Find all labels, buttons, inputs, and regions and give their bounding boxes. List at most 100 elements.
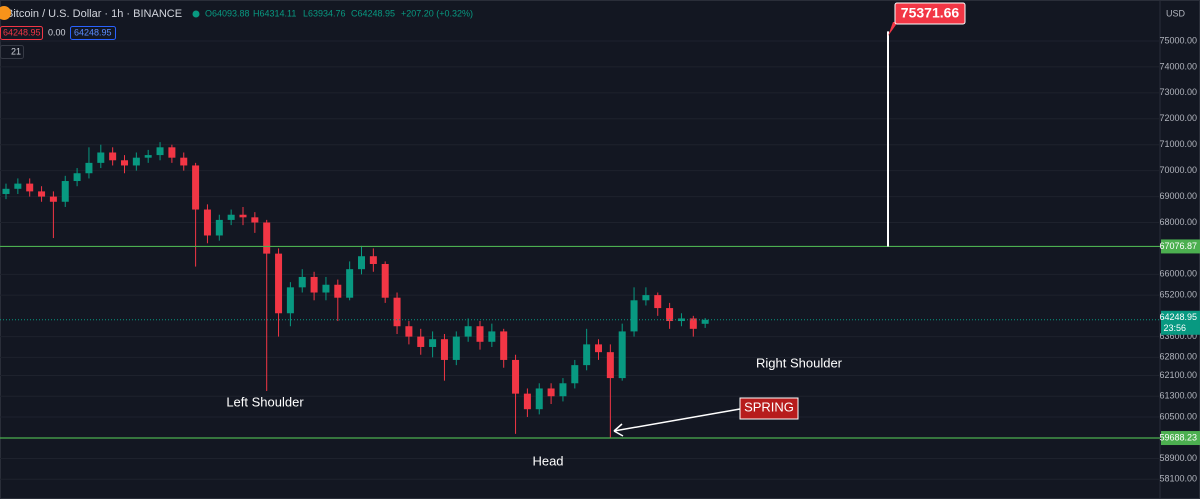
annotation: Left Shoulder	[226, 394, 304, 409]
level-box	[1161, 431, 1200, 446]
candle-body	[2, 188, 10, 194]
annotation: Right Shoulder	[756, 355, 843, 370]
candle-body	[642, 295, 650, 301]
candle-body	[405, 326, 413, 337]
spread: 0.00	[48, 27, 66, 37]
target-pointer	[888, 22, 898, 36]
buy-price: 64248.95	[74, 27, 112, 37]
candle-body	[476, 326, 484, 342]
ohlc-readout: +207.20 (+0.32%)	[401, 8, 473, 18]
y-tick-label: 69000.00	[1159, 191, 1197, 201]
candle-body	[180, 157, 188, 166]
candle-body	[618, 331, 626, 379]
candle-body	[512, 359, 520, 394]
candle-body	[523, 393, 531, 410]
candle-body	[381, 263, 389, 298]
candle-body	[97, 152, 105, 163]
sell-box[interactable]	[0, 26, 43, 40]
candle-body	[654, 295, 662, 309]
candle-body	[701, 319, 709, 324]
candle-body	[547, 388, 555, 397]
y-tick-label: 65200.00	[1159, 289, 1197, 299]
candle-body	[393, 297, 401, 327]
candle-body	[571, 365, 579, 384]
candle-body	[298, 276, 306, 288]
candle-body	[227, 214, 235, 220]
last-price-label: 64248.95	[1159, 312, 1197, 322]
y-tick-label: 63600.00	[1159, 331, 1197, 341]
y-tick-label: 75000.00	[1159, 35, 1197, 45]
candle-body	[500, 331, 508, 360]
chart-title: Bitcoin / U.S. Dollar · 1h · BINANCE	[6, 8, 182, 20]
candle-body	[606, 352, 614, 379]
level-label: 67076.87	[1159, 241, 1197, 251]
status-dot	[192, 10, 200, 18]
candle-body	[121, 160, 128, 166]
candle-body	[488, 331, 496, 342]
y-tick-label: 66000.00	[1159, 269, 1197, 279]
spring-arrowhead	[613, 423, 624, 437]
candle-body	[38, 191, 46, 197]
ohlc-readout: L63934.76	[303, 8, 346, 18]
candle-body	[192, 165, 200, 210]
countdown: 23:56	[1163, 323, 1186, 333]
candle-body	[156, 147, 164, 156]
target-label: 75371.66	[901, 5, 960, 21]
candle-body	[85, 162, 93, 174]
y-tick-label: 74000.00	[1159, 61, 1197, 71]
candle-body	[251, 217, 259, 223]
level-label: 59688.23	[1159, 432, 1197, 442]
y-tick-label: 72000.00	[1159, 113, 1197, 123]
candle-body	[334, 284, 342, 298]
level-box	[1161, 239, 1200, 254]
candle-body	[49, 196, 57, 202]
candle-body	[203, 209, 211, 236]
candle-body	[109, 152, 117, 161]
candle-body	[464, 326, 472, 337]
candle-body	[358, 256, 365, 270]
y-tick-label: 58100.00	[1159, 474, 1197, 484]
candle-body	[452, 336, 460, 360]
buy-box[interactable]	[70, 26, 116, 40]
ohlc-readout: O64093.88	[205, 8, 250, 18]
candle-body	[440, 339, 448, 360]
y-tick-label: 58900.00	[1159, 453, 1197, 463]
target-box	[894, 2, 966, 25]
indicator-label: 21	[11, 46, 21, 56]
y-tick-label: 68000.00	[1159, 217, 1197, 227]
candle-body	[583, 344, 591, 366]
axis-currency[interactable]: USD	[1166, 8, 1186, 18]
candle-body	[26, 183, 34, 192]
annotation: SPRING	[744, 399, 794, 414]
candle-body	[14, 183, 22, 189]
candle-body	[73, 173, 81, 182]
candle-body	[215, 219, 223, 236]
symbol-icon[interactable]	[0, 6, 11, 20]
candle-body	[595, 344, 602, 353]
candle-body	[369, 256, 377, 264]
candle-body	[429, 339, 437, 347]
candle-body	[559, 383, 567, 397]
y-tick-label: 61300.00	[1159, 391, 1197, 401]
candle-body	[144, 155, 152, 158]
candle-body	[689, 318, 697, 329]
ohlc-readout: C64248.95	[351, 8, 395, 18]
last-price-box	[1161, 310, 1200, 335]
y-tick-label: 60500.00	[1159, 411, 1197, 421]
indicator-box[interactable]	[0, 45, 24, 59]
candle-body	[286, 287, 294, 314]
annotation: Head	[532, 453, 563, 468]
candle-body	[263, 222, 271, 254]
candle-body	[275, 253, 283, 314]
y-tick-label: 70000.00	[1159, 165, 1197, 175]
candle-body	[666, 308, 674, 322]
candle-body	[168, 147, 176, 158]
ohlc-readout: H64314.11	[253, 8, 296, 18]
spring-arrow	[613, 408, 741, 432]
candle-body	[310, 276, 318, 293]
candle-body	[417, 336, 425, 347]
candle-body	[239, 214, 247, 218]
sell-price: 64248.95	[3, 27, 41, 37]
